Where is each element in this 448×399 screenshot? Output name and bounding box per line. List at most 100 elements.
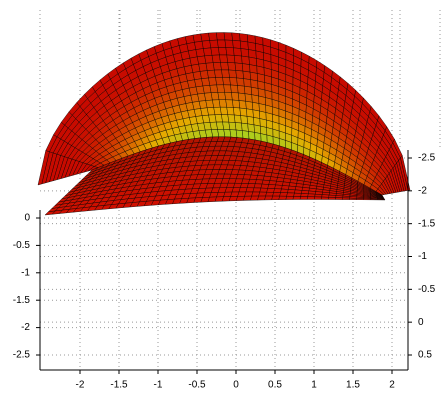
surface-cell: [241, 55, 250, 65]
y-tick-label: -2.5: [418, 153, 436, 164]
surface-cell: [223, 84, 232, 93]
surface-cell: [217, 39, 227, 48]
surface-cell: [274, 184, 283, 190]
surface-cell: [245, 101, 254, 111]
surface-cell: [246, 116, 255, 126]
surface-cell: [268, 180, 277, 186]
z-tick-label: 0: [24, 213, 30, 224]
surface-cell: [377, 199, 386, 201]
surface-cell: [233, 114, 242, 124]
surface-cell: [228, 121, 237, 131]
surface-cell: [216, 32, 226, 41]
surface-cell: [206, 69, 216, 79]
surface-cell: [306, 196, 315, 200]
surface-cell: [219, 106, 229, 115]
surface-cell: [229, 77, 238, 86]
surface-cell: [219, 54, 228, 63]
surface-cell: [299, 196, 308, 200]
surface-cell: [271, 195, 280, 201]
surface-cell: [239, 40, 249, 50]
surface-cell: [242, 130, 250, 140]
surface-cell: [242, 63, 251, 73]
surface-cell: [301, 190, 310, 194]
surface-cell: [201, 40, 212, 49]
surface-cell: [278, 195, 287, 200]
surface-cell: [286, 192, 295, 197]
surface-cell: [247, 123, 255, 133]
surface-cell: [258, 191, 267, 197]
surface-cell: [200, 32, 210, 42]
surface-cell: [244, 85, 252, 95]
surface-cell: [314, 193, 323, 198]
surface-cell: [259, 187, 268, 193]
surface-cell: [266, 188, 275, 193]
surface-cell: [192, 33, 203, 43]
surface-cell: [264, 195, 273, 201]
x-tick-label: -1: [154, 380, 163, 391]
surface-cell: [256, 175, 265, 181]
surface-cell: [241, 122, 249, 132]
surface: [37, 32, 411, 216]
surface-cell: [250, 195, 259, 201]
surface-cell: [280, 188, 289, 194]
surface-cell: [208, 77, 217, 86]
surface-cell: [229, 129, 238, 138]
x-tick-label: 2: [389, 380, 395, 391]
axes: -2 -1.5 -1 -0.5 0 0.5 1 1.5 2 0 -0.5 -1 -1.5 -2 -2.5 -2…: [13, 150, 436, 391]
surface-cell: [342, 197, 350, 200]
surface-cell: [285, 196, 294, 200]
surface-cell: [225, 47, 235, 56]
surface-cell: [246, 108, 254, 118]
surface-cell: [227, 114, 236, 123]
surface-cell: [273, 188, 282, 193]
surface-cell: [239, 107, 248, 117]
surface-cell: [238, 100, 247, 110]
y-tick-label: 0: [418, 317, 424, 328]
surface-cell: [221, 69, 230, 78]
surface-cell: [218, 99, 227, 108]
surface-cell: [257, 195, 266, 201]
surface-cell: [231, 92, 240, 101]
surface-cell: [233, 107, 241, 116]
y-tick-label: -1: [418, 251, 427, 262]
surface-cell: [227, 62, 237, 71]
surface-cell: [272, 192, 281, 197]
surface-cell: [228, 69, 237, 79]
surface-cell: [307, 193, 316, 198]
y-tick-label: -2: [418, 185, 427, 196]
surface-cell: [300, 193, 309, 197]
x-tick-label: -2: [76, 380, 85, 391]
y-tick-label: -0.5: [418, 284, 436, 295]
surface-cell: [251, 191, 261, 197]
surface-cell: [214, 69, 223, 78]
x-tick-label: -1.5: [110, 380, 128, 391]
surface-cell: [243, 78, 252, 88]
surface-cell: [235, 129, 244, 139]
surface-cell: [222, 77, 231, 86]
surface-cell: [293, 192, 302, 197]
surface-cell: [321, 196, 329, 200]
surface-cell: [195, 48, 205, 58]
surface-cell: [203, 47, 213, 57]
surface-cell: [267, 184, 276, 189]
surface-cell: [313, 196, 322, 200]
surface-cell: [208, 32, 218, 41]
surface-cell: [235, 70, 244, 79]
surface-cell: [242, 70, 251, 80]
surface-cell: [209, 39, 219, 49]
surface-cell: [287, 189, 296, 194]
surface-cell: [275, 180, 284, 186]
surface-cell: [212, 62, 222, 71]
z-tick-label: -0.5: [13, 240, 31, 251]
surface-cell: [231, 32, 241, 42]
surface-cell: [370, 198, 379, 201]
surface-cell: [240, 48, 250, 58]
surface-cell: [230, 84, 239, 94]
surface-cell: [257, 171, 266, 177]
surface-cell: [226, 54, 236, 64]
surface-cell: [240, 115, 248, 125]
surface-cell: [197, 55, 207, 65]
surface-cell: [225, 99, 234, 108]
z-tick-label: -1: [21, 267, 30, 278]
